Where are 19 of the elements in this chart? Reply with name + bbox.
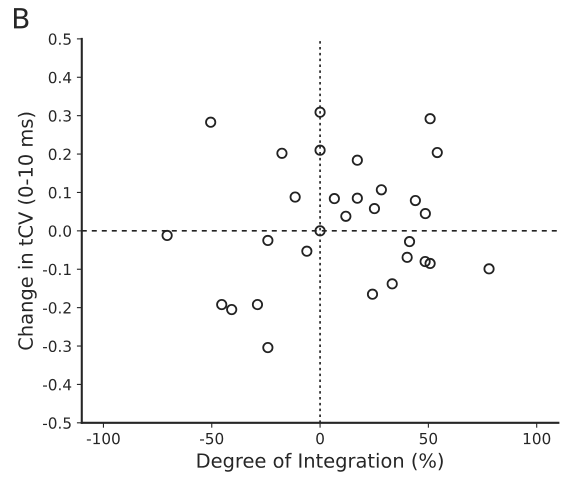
y-tick-label: 0.5	[48, 33, 71, 45]
x-tick-label: 0	[316, 432, 324, 444]
y-tick-label: 0.4	[48, 72, 72, 84]
y-tick-label: -0.1	[42, 264, 71, 276]
x-tick-label: 100	[524, 432, 550, 444]
x-axis-title: Degree of Integration (%)	[198, 452, 443, 472]
y-tick-label: 0.2	[48, 148, 71, 160]
x-tick-label: -50	[200, 432, 224, 444]
text: B	[14, 8, 28, 28]
y-axis-title: Change in tCV (0-10 ms)	[18, 112, 37, 350]
y-tick-label: -0.2	[42, 302, 71, 314]
y-tick-label: -0.4	[42, 378, 72, 390]
x-tick-label: -100	[86, 432, 120, 444]
y-tick-label: 0.0	[48, 225, 72, 237]
x-tick-label: 50	[420, 432, 438, 444]
y-tick-label: -0.3	[42, 340, 71, 352]
y-tick-label: -0.5	[42, 417, 71, 429]
y-tick-label: 0.1	[48, 186, 71, 198]
y-tick-label: 0.3	[48, 110, 71, 122]
